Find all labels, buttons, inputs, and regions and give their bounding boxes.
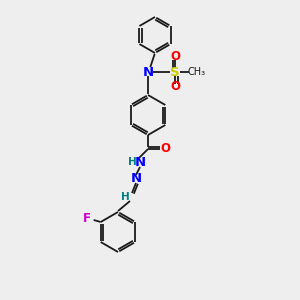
Text: CH₃: CH₃ [188, 67, 206, 77]
Text: S: S [170, 65, 180, 79]
Text: N: N [142, 65, 154, 79]
Text: N: N [130, 172, 142, 185]
Text: F: F [83, 212, 91, 226]
Text: H: H [128, 157, 136, 167]
Text: O: O [170, 80, 180, 94]
Text: N: N [134, 157, 146, 169]
Text: O: O [160, 142, 170, 155]
Text: H: H [121, 192, 129, 202]
Text: O: O [170, 50, 180, 64]
